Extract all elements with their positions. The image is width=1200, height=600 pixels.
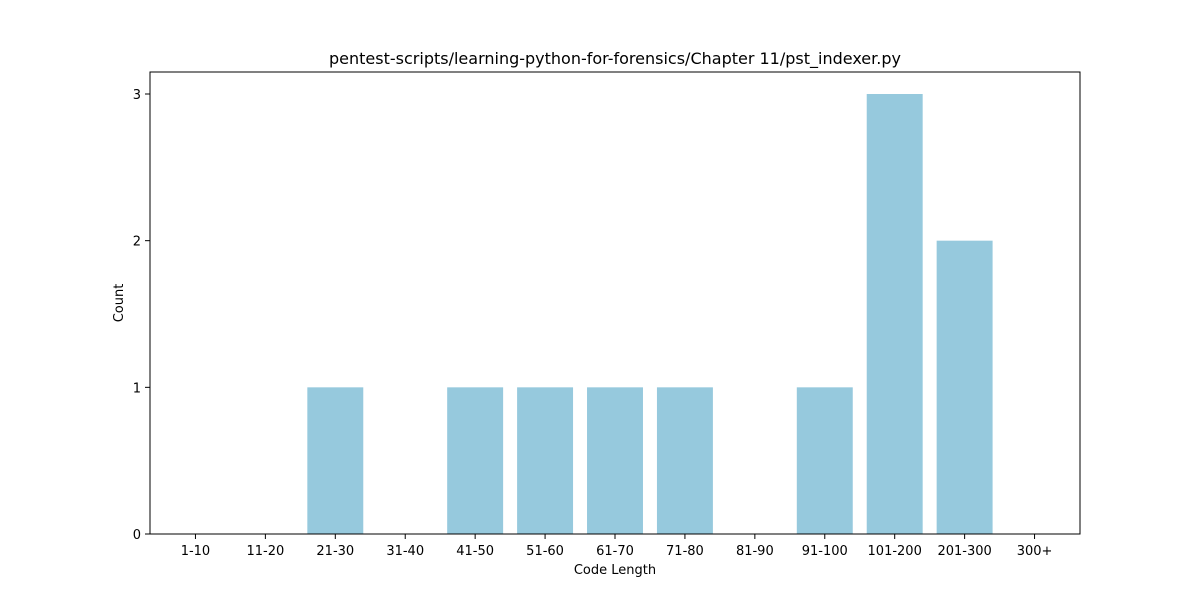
bar-51-60 <box>517 387 574 534</box>
x-tick-label: 71-80 <box>666 544 704 559</box>
bar-41-50 <box>447 387 504 534</box>
y-tick-label: 0 <box>133 528 141 543</box>
y-tick-label: 2 <box>133 235 141 250</box>
y-axis-label: Count <box>112 284 127 323</box>
bar-201-300 <box>936 240 993 534</box>
bar-21-30 <box>307 387 364 534</box>
y-axis-ticks: 0 1 2 3 <box>133 88 150 543</box>
bar-101-200 <box>866 94 923 534</box>
x-tick-label: 1-10 <box>181 544 211 559</box>
bar-91-100 <box>796 387 853 534</box>
y-tick-label: 3 <box>133 88 141 103</box>
x-tick-label: 31-40 <box>386 544 424 559</box>
x-tick-label: 201-300 <box>937 544 991 559</box>
x-tick-label: 21-30 <box>316 544 354 559</box>
x-tick-label: 51-60 <box>526 544 564 559</box>
x-tick-label: 91-100 <box>802 544 848 559</box>
y-tick-label: 1 <box>133 381 141 396</box>
bar-61-70 <box>587 387 643 534</box>
x-axis-ticks: 1-10 11-20 21-30 31-40 41-50 51-60 61-70 71-80 8… <box>181 534 1053 559</box>
x-tick-label: 61-70 <box>596 544 634 559</box>
x-tick-label: 101-200 <box>868 544 922 559</box>
x-tick-label: 300+ <box>1017 544 1053 559</box>
plot-area <box>307 94 993 534</box>
x-tick-label: 81-90 <box>736 544 774 559</box>
x-tick-label: 11-20 <box>246 544 284 559</box>
bar-71-80 <box>656 387 713 534</box>
chart-title: pentest-scripts/learning-python-for-fore… <box>329 49 901 69</box>
x-axis-label: Code Length <box>574 563 656 578</box>
x-tick-label: 41-50 <box>456 544 494 559</box>
